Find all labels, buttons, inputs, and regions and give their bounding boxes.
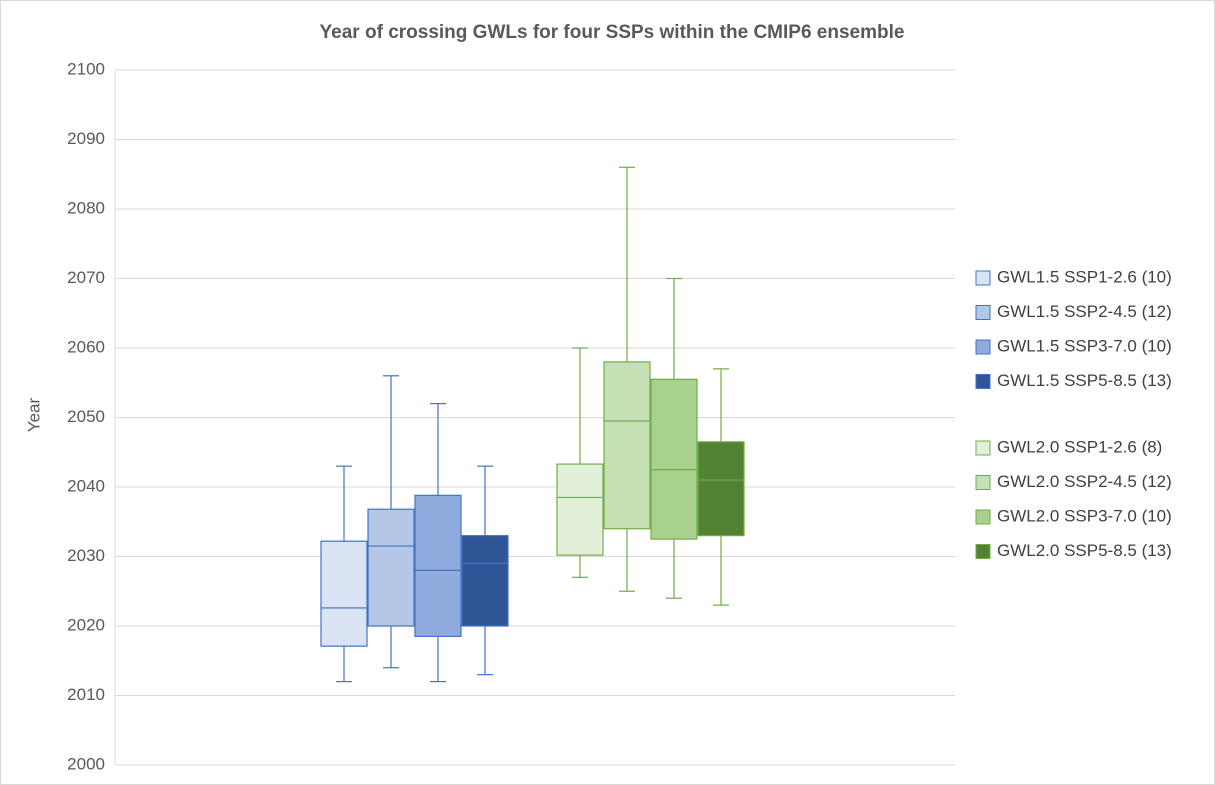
y-tick-label: 2100 <box>67 59 105 78</box>
legend-swatch <box>975 305 991 320</box>
y-axis-label: Year <box>24 397 43 432</box>
legend-swatch <box>975 270 991 286</box>
legend-label: GWL1.5 SSP3-7.0 (10) <box>997 336 1172 355</box>
box <box>603 361 651 530</box>
y-tick-label: 2030 <box>67 546 105 565</box>
y-tick-label: 2010 <box>67 685 105 704</box>
box <box>367 508 415 627</box>
legend-label: GWL1.5 SSP2-4.5 (12) <box>997 302 1172 321</box>
y-tick-label: 2080 <box>67 198 105 217</box>
y-tick-label: 2050 <box>67 407 105 426</box>
legend-label: GWL1.5 SSP5-8.5 (13) <box>997 371 1172 390</box>
box <box>320 540 368 647</box>
box <box>461 535 509 627</box>
legend-label: GWL2.0 SSP3-7.0 (10) <box>997 506 1172 525</box>
y-tick-label: 2020 <box>67 615 105 634</box>
legend-swatch <box>975 339 991 355</box>
legend-swatch <box>975 475 991 490</box>
y-tick-label: 2090 <box>67 129 105 148</box>
legend-swatch <box>975 440 991 456</box>
legend-label: GWL2.0 SSP2-4.5 (12) <box>997 472 1172 491</box>
y-tick-label: 2040 <box>67 476 105 495</box>
legend-swatch <box>975 374 991 389</box>
chart-title: Year of crossing GWLs for four SSPs with… <box>320 22 905 43</box>
box <box>697 441 745 537</box>
y-tick-label: 2000 <box>67 754 105 773</box>
y-tick-label: 2060 <box>67 337 105 356</box>
legend-label: GWL2.0 SSP5-8.5 (13) <box>997 541 1172 560</box>
box <box>650 378 698 540</box>
box <box>556 463 604 556</box>
legend-label: GWL1.5 SSP1-2.6 (10) <box>997 267 1172 286</box>
legend-swatch <box>975 544 991 559</box>
box <box>414 494 462 638</box>
legend-swatch <box>975 509 991 525</box>
y-tick-label: 2070 <box>67 268 105 287</box>
legend-label: GWL2.0 SSP1-2.6 (8) <box>997 437 1162 456</box>
